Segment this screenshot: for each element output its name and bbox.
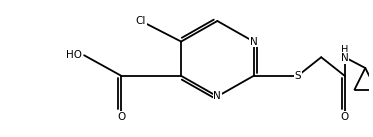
Text: N: N [341, 53, 349, 63]
Text: Cl: Cl [136, 16, 146, 26]
Text: N: N [250, 37, 257, 47]
Text: O: O [117, 112, 125, 122]
Text: O: O [341, 112, 349, 122]
Text: S: S [294, 71, 301, 81]
Text: HO: HO [66, 50, 82, 60]
Text: H: H [341, 45, 348, 55]
Text: N: N [213, 91, 221, 101]
